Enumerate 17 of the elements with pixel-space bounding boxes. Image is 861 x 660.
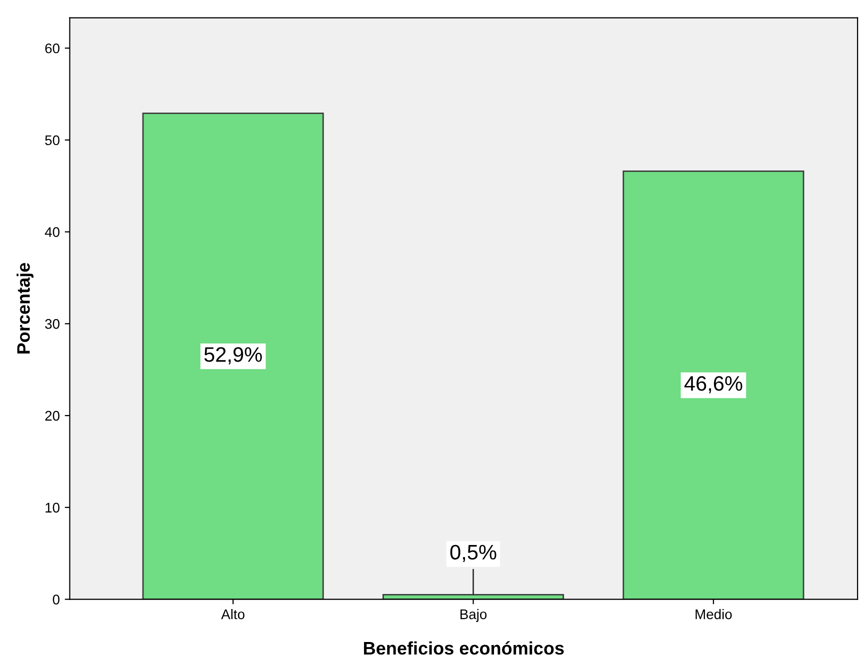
bar xyxy=(142,112,324,600)
y-tick-label: 10 xyxy=(46,502,60,513)
data-label: 46,6% xyxy=(684,376,742,394)
y-tick-label: 40 xyxy=(44,227,60,238)
data-label: 52,9% xyxy=(204,347,262,364)
y-tick-label: 50 xyxy=(45,135,60,146)
data-label: 0,5% xyxy=(450,544,496,562)
x-axis-title: Beneficios económicos xyxy=(364,641,564,655)
x-tick-label: Alto xyxy=(221,609,244,620)
bar xyxy=(622,170,804,600)
y-tick-label: 30 xyxy=(45,319,60,329)
y-tick-label: 0 xyxy=(52,594,60,604)
y-axis-title: Porcentaje xyxy=(16,263,34,354)
y-tick-label: 60 xyxy=(45,43,60,54)
y-tick-label: 20 xyxy=(45,410,60,421)
x-tick-label: Bajo xyxy=(460,609,487,622)
x-tick-label: Medio xyxy=(696,609,732,620)
